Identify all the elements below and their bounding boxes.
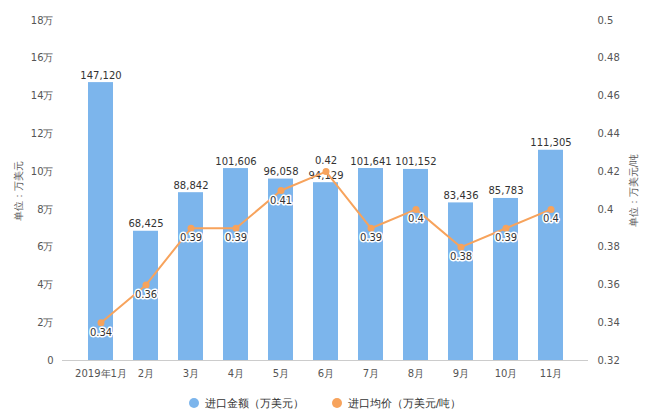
svg-text:101,641: 101,641 [350,156,391,167]
svg-text:9月: 9月 [453,368,469,379]
svg-text:4万: 4万 [37,279,53,290]
svg-text:0: 0 [47,355,53,366]
svg-text:2019年1月: 2019年1月 [75,368,127,379]
svg-text:4月: 4月 [228,368,244,379]
svg-text:8月: 8月 [408,368,424,379]
svg-text:83,436: 83,436 [444,190,479,201]
svg-text:0.39: 0.39 [360,232,382,243]
svg-text:0.4: 0.4 [598,204,614,215]
svg-text:18万: 18万 [31,15,54,26]
svg-text:6月: 6月 [318,368,334,379]
svg-text:10万: 10万 [31,166,54,177]
svg-text:0.4: 0.4 [408,213,424,224]
svg-text:0.36: 0.36 [135,289,157,300]
svg-text:0.36: 0.36 [598,279,620,290]
svg-text:101,152: 101,152 [395,156,436,167]
svg-text:5月: 5月 [273,368,289,379]
svg-text:10月: 10月 [495,368,518,379]
html-text:进口金额（万美元）: 进口金额（万美元） [204,396,304,410]
svg-text:101,606: 101,606 [215,156,256,167]
svg-text:单位：万美元/吨: 单位：万美元/吨 [628,154,639,227]
svg-text:0.42: 0.42 [315,155,337,166]
svg-text:0.44: 0.44 [598,128,620,139]
svg-text:0.41: 0.41 [270,195,292,206]
svg-text:7月: 7月 [363,368,379,379]
svg-text:0.5: 0.5 [598,15,614,26]
svg-text:0.39: 0.39 [180,232,202,243]
svg-text:96,058: 96,058 [264,166,299,177]
svg-text:2月: 2月 [138,368,154,379]
svg-text:3月: 3月 [183,368,199,379]
svg-text:88,842: 88,842 [174,180,209,191]
svg-text:12万: 12万 [31,128,54,139]
svg-text:0.42: 0.42 [598,166,620,177]
svg-text:0.39: 0.39 [495,232,517,243]
svg-text:111,305: 111,305 [530,137,571,148]
svg-text:0.34: 0.34 [90,327,112,338]
svg-text:8万: 8万 [37,204,53,215]
svg-text:94,129: 94,129 [308,169,344,181]
svg-text:0.38: 0.38 [598,241,620,252]
svg-text:0.39: 0.39 [225,232,247,243]
svg-text:0.4: 0.4 [543,213,559,224]
svg-text:85,783: 85,783 [489,185,524,196]
svg-text:0.48: 0.48 [598,52,620,63]
svg-text:0.32: 0.32 [598,355,620,366]
svg-text:14万: 14万 [31,90,54,101]
svg-text:68,425: 68,425 [129,218,164,229]
svg-text:单位：万美元: 单位：万美元 [13,161,24,221]
svg-text:147,120: 147,120 [80,70,121,81]
svg-text:6万: 6万 [37,241,53,252]
svg-text:0.38: 0.38 [450,251,472,262]
svg-text:2万: 2万 [37,317,53,328]
html-text:进口均价（万美元/吨）: 进口均价（万美元/吨） [347,396,462,410]
svg-text:16万: 16万 [31,52,54,63]
svg-text:0.34: 0.34 [598,317,620,328]
svg-text:11月: 11月 [540,368,563,379]
svg-text:0.46: 0.46 [598,90,620,101]
